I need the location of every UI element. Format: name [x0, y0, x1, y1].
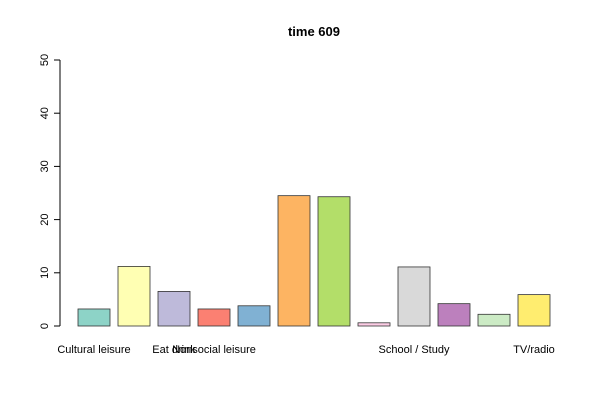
bar — [77, 308, 111, 327]
bar — [197, 308, 231, 327]
chart-title: time 609 — [288, 24, 340, 39]
bar — [517, 294, 551, 327]
bar — [157, 291, 191, 327]
bar — [357, 322, 391, 327]
y-tick-label: 20 — [39, 213, 51, 225]
bar — [117, 266, 151, 327]
bar — [277, 195, 311, 327]
y-tick-label: 40 — [39, 107, 51, 119]
y-axis-ticks: 0 10 20 30 40 50 — [39, 54, 60, 329]
bar — [237, 305, 271, 327]
category-label: Nonsocial leisure — [172, 344, 256, 356]
bars-group — [77, 195, 551, 327]
y-tick-label: 30 — [39, 160, 51, 172]
bar — [437, 303, 471, 327]
category-label: Eat drink — [152, 344, 196, 356]
bar — [397, 266, 431, 327]
category-label: School / Study — [379, 344, 450, 356]
bar — [317, 196, 351, 327]
category-label: TV/radio — [513, 344, 555, 356]
y-tick-label: 0 — [39, 323, 51, 329]
bar — [477, 313, 511, 327]
y-tick-label: 10 — [39, 267, 51, 279]
y-tick-label: 50 — [39, 54, 51, 66]
category-label: Cultural leisure — [57, 344, 130, 356]
